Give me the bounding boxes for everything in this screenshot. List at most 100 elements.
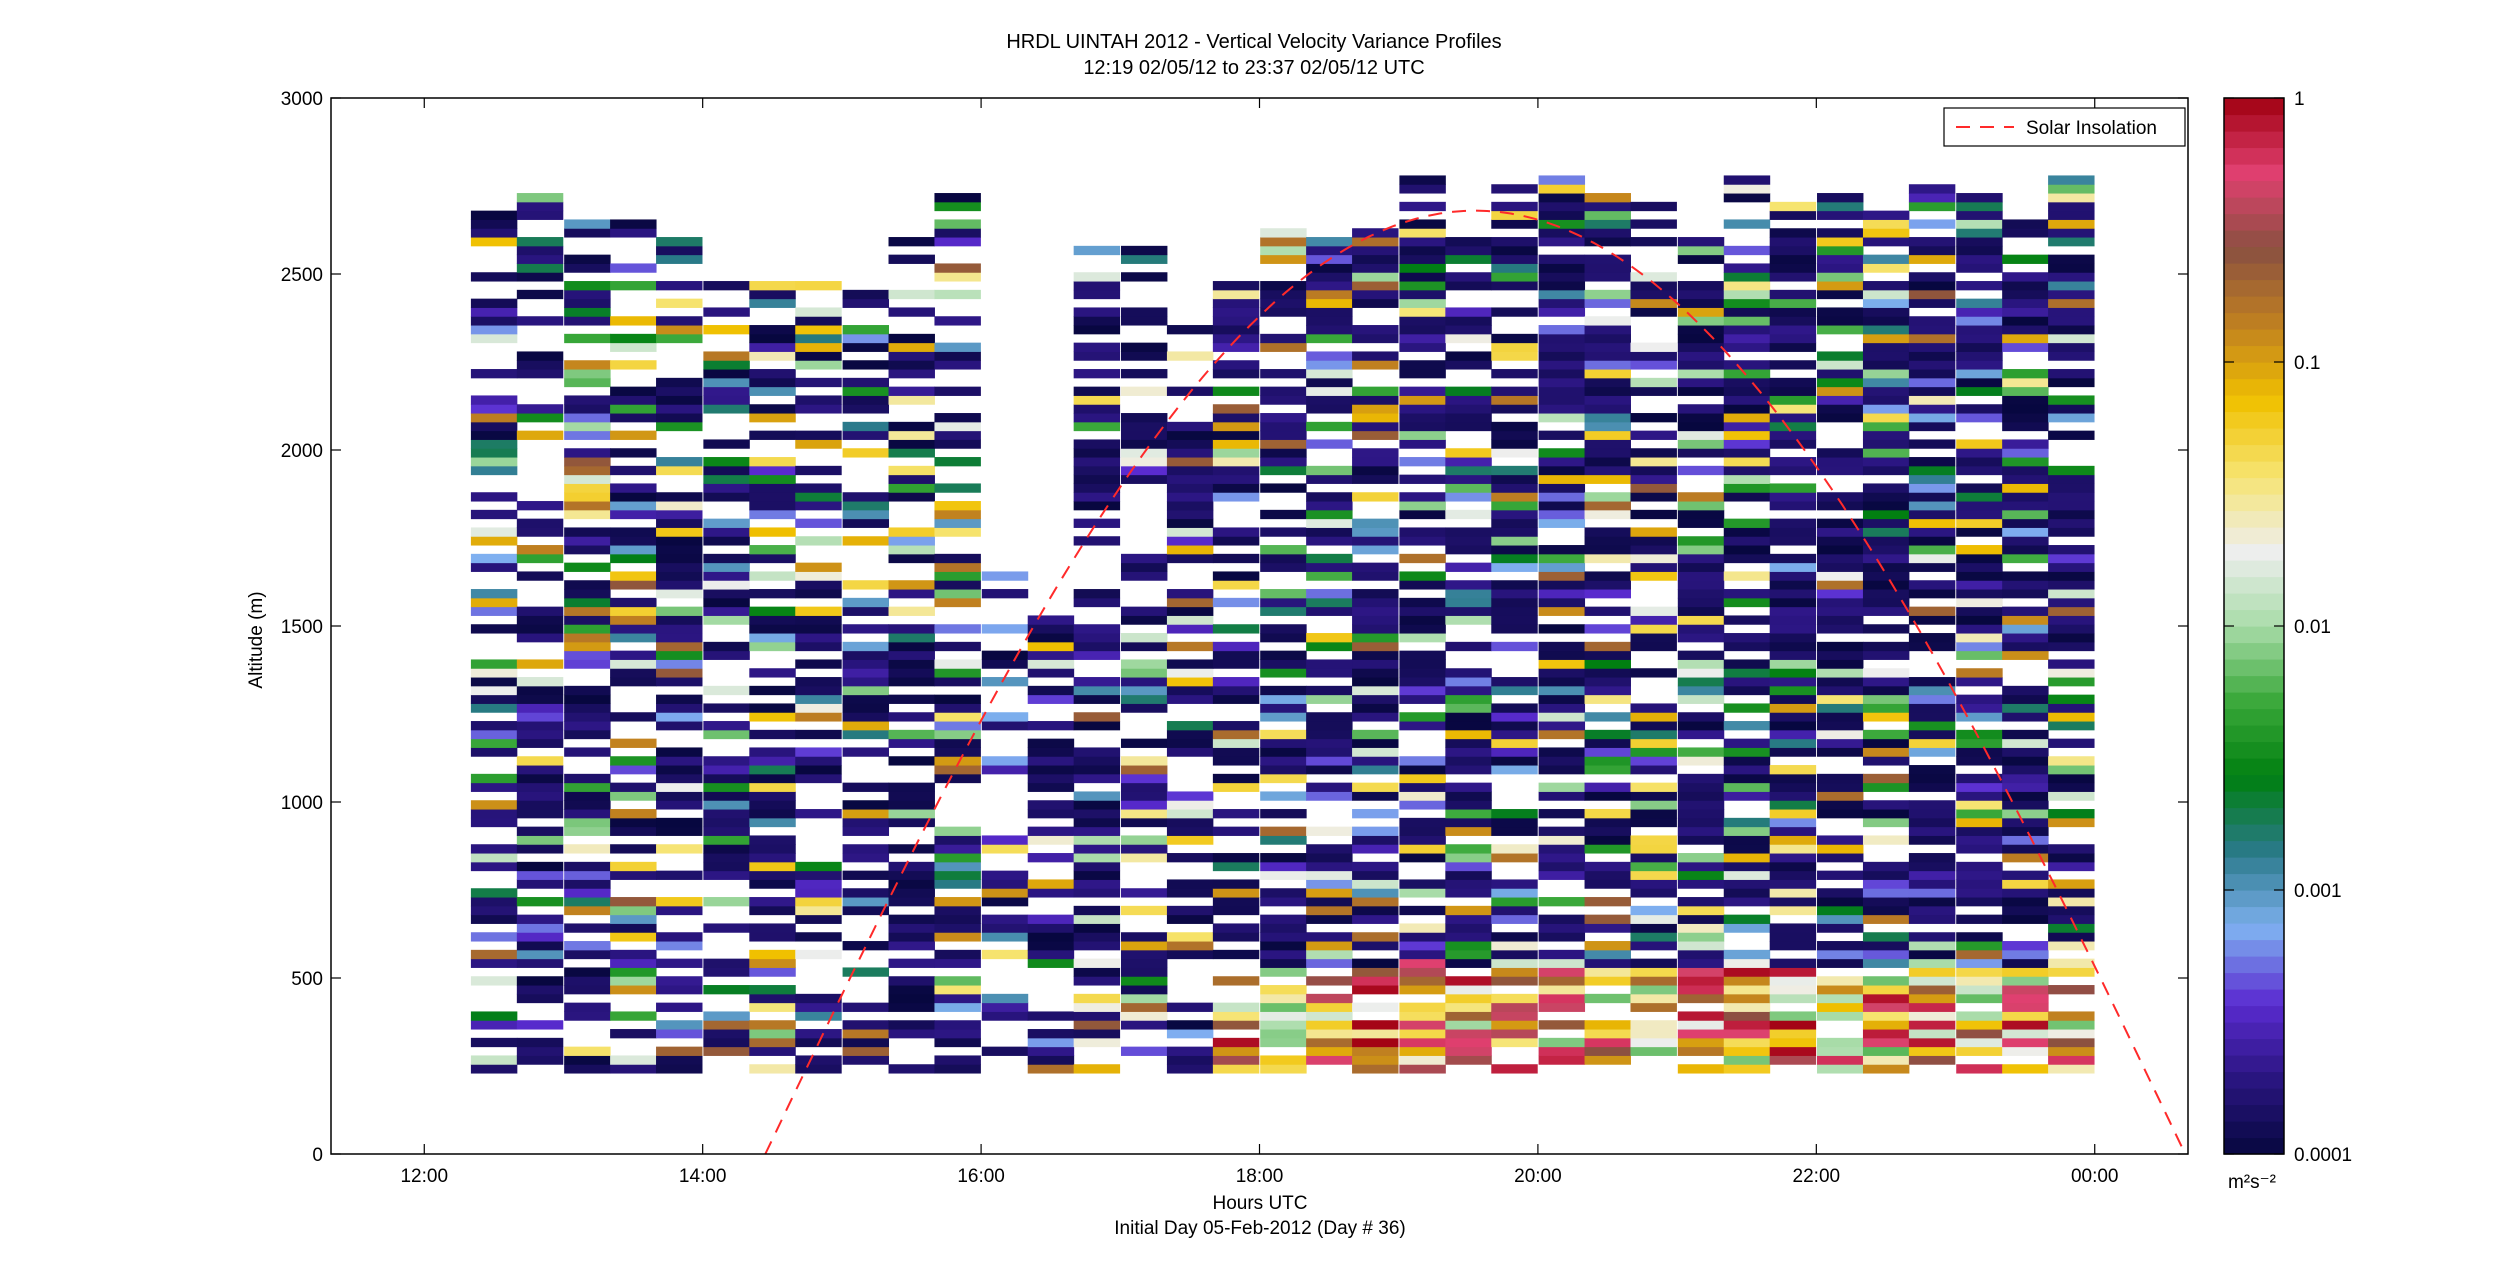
heatmap-cell xyxy=(470,325,518,335)
heatmap-cell xyxy=(1769,298,1817,308)
x-axis: 12:00 14:00 16:00 18:00 20:00 22:00 00:00 xyxy=(400,98,2119,1187)
heatmap-cell xyxy=(795,932,842,942)
heatmap-cell xyxy=(1166,492,1214,502)
heatmap-cell xyxy=(1166,448,1214,458)
heatmap-cell xyxy=(1352,386,1399,396)
heatmap-cell xyxy=(1723,1011,1771,1021)
heatmap-cell xyxy=(888,553,935,564)
heatmap-cell xyxy=(1956,809,2003,819)
heatmap-cell xyxy=(888,817,935,828)
heatmap-cell xyxy=(749,342,796,352)
heatmap-cell xyxy=(1908,958,1956,968)
heatmap-cell xyxy=(1956,1064,2003,1074)
heatmap-cell xyxy=(888,791,935,801)
heatmap-cell xyxy=(516,624,564,634)
heatmap-cell xyxy=(610,404,657,414)
heatmap-cell xyxy=(1584,254,1631,264)
heatmap-cell xyxy=(1862,1020,1910,1030)
heatmap-cell xyxy=(2002,985,2049,995)
heatmap-cell xyxy=(2002,386,2049,396)
heatmap-cell xyxy=(610,316,657,326)
heatmap-cell xyxy=(1352,1020,1399,1030)
heatmap-cell xyxy=(842,448,890,458)
heatmap-cell xyxy=(1399,360,1446,370)
heatmap-cell xyxy=(1166,659,1214,669)
heatmap-cell xyxy=(888,633,935,643)
heatmap-cell xyxy=(1306,360,1353,370)
heatmap-cell xyxy=(1306,641,1353,652)
heatmap-cell xyxy=(1584,413,1631,423)
heatmap-cell xyxy=(1491,254,1538,264)
heatmap-cell xyxy=(1908,518,1956,528)
heatmap-cell xyxy=(1677,386,1725,396)
heatmap-cell xyxy=(1538,712,1586,722)
heatmap-cell xyxy=(564,844,611,854)
heatmap-cell xyxy=(1073,650,1121,660)
heatmap-cell xyxy=(1491,879,1538,889)
heatmap-cell xyxy=(610,870,657,880)
heatmap-cell xyxy=(1212,457,1260,467)
heatmap-cell xyxy=(1908,421,1956,432)
heatmap-cell xyxy=(470,536,518,546)
heatmap-cell xyxy=(656,333,703,344)
heatmap-cell xyxy=(1956,773,2003,784)
heatmap-cell xyxy=(981,888,1029,898)
heatmap-cell xyxy=(1352,905,1399,916)
heatmap-cell xyxy=(656,237,703,247)
colorbar-stripe xyxy=(2224,1055,2284,1073)
heatmap-cell xyxy=(795,685,842,696)
heatmap-cell xyxy=(1862,518,1910,528)
heatmap-cell xyxy=(1817,650,1864,660)
heatmap-cell xyxy=(1862,316,1910,326)
heatmap-cell xyxy=(1862,958,1910,968)
heatmap-cell xyxy=(1352,474,1399,484)
heatmap-cell xyxy=(1445,237,1492,247)
heatmap-cell xyxy=(1260,307,1307,317)
heatmap-cell xyxy=(703,386,750,396)
heatmap-cell xyxy=(1073,958,1121,968)
heatmap-cell xyxy=(610,844,657,854)
colorbar-stripe xyxy=(2224,642,2284,660)
heatmap-cell xyxy=(1399,624,1446,634)
heatmap-cell xyxy=(1723,421,1771,432)
heatmap-cell xyxy=(516,976,564,986)
heatmap-cell xyxy=(1260,738,1307,748)
heatmap-cell xyxy=(1491,465,1538,476)
heatmap-cell xyxy=(1399,817,1446,828)
heatmap-cell xyxy=(2048,606,2095,616)
heatmap-cell xyxy=(1491,536,1538,546)
heatmap-cell xyxy=(842,853,890,863)
heatmap-cell xyxy=(470,439,518,449)
heatmap-cell xyxy=(1073,474,1121,484)
heatmap-cell xyxy=(2048,193,2095,203)
heatmap-cell xyxy=(749,897,796,907)
heatmap-cell xyxy=(1399,342,1446,352)
heatmap-cell xyxy=(470,404,518,414)
heatmap-cell xyxy=(470,1064,518,1074)
heatmap-cell xyxy=(1723,342,1771,352)
heatmap-cell xyxy=(1491,624,1538,634)
heatmap-cell xyxy=(1306,421,1353,432)
heatmap-cell xyxy=(842,342,890,352)
heatmap-cell xyxy=(1260,298,1307,308)
heatmap-cell xyxy=(2002,905,2049,916)
heatmap-cell xyxy=(1677,624,1725,634)
heatmap-cell xyxy=(1538,694,1586,704)
heatmap-cell xyxy=(656,518,703,528)
heatmap-cell xyxy=(1769,289,1817,300)
heatmap-cell xyxy=(2048,1020,2095,1030)
heatmap-cell xyxy=(1212,694,1260,704)
heatmap-cell xyxy=(1908,483,1956,493)
heatmap-cell xyxy=(516,1055,564,1065)
heatmap-cell xyxy=(1399,826,1446,836)
heatmap-cell xyxy=(564,597,611,608)
heatmap-cell xyxy=(1630,703,1677,713)
heatmap-cell xyxy=(1723,914,1771,924)
heatmap-cell xyxy=(1445,395,1492,405)
heatmap-cell xyxy=(2002,448,2049,458)
heatmap-cell xyxy=(610,333,657,344)
heatmap-cell xyxy=(1445,958,1492,968)
heatmap-cell xyxy=(1120,307,1168,317)
heatmap-cell xyxy=(1538,237,1586,247)
heatmap-cell xyxy=(1073,809,1121,819)
